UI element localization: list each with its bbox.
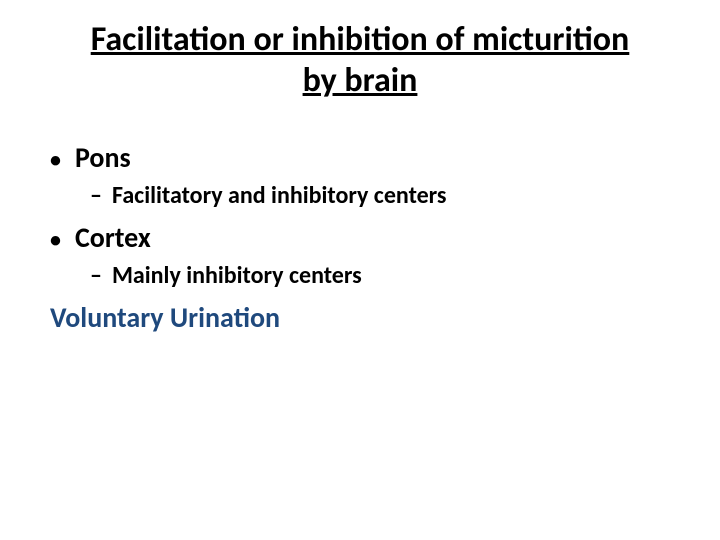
dash-marker-icon: – (90, 181, 102, 210)
bullet-cortex: • Cortex (50, 220, 680, 255)
content-area: • Pons – Facilitatory and inhibitory cen… (40, 140, 680, 335)
bullet-marker-icon: • (50, 149, 61, 171)
sub-bullet-cortex: – Mainly inhibitory centers (90, 261, 680, 290)
bullet-label: Pons (75, 140, 131, 175)
bullet-label: Cortex (75, 220, 151, 255)
sub-bullet-pons: – Facilitatory and inhibitory centers (90, 181, 680, 210)
voluntary-urination-text: Voluntary Urination (50, 300, 680, 335)
slide-title: Facilitation or inhibition of micturitio… (40, 20, 680, 102)
dash-marker-icon: – (90, 261, 102, 290)
bullet-marker-icon: • (50, 229, 61, 251)
sub-bullet-label: Facilitatory and inhibitory centers (112, 181, 447, 210)
title-line-2: by brain (303, 60, 418, 101)
bullet-pons: • Pons (50, 140, 680, 175)
title-line-1: Facilitation or inhibition of micturitio… (91, 19, 630, 60)
slide: Facilitation or inhibition of micturitio… (0, 0, 720, 540)
sub-bullet-label: Mainly inhibitory centers (112, 261, 362, 290)
